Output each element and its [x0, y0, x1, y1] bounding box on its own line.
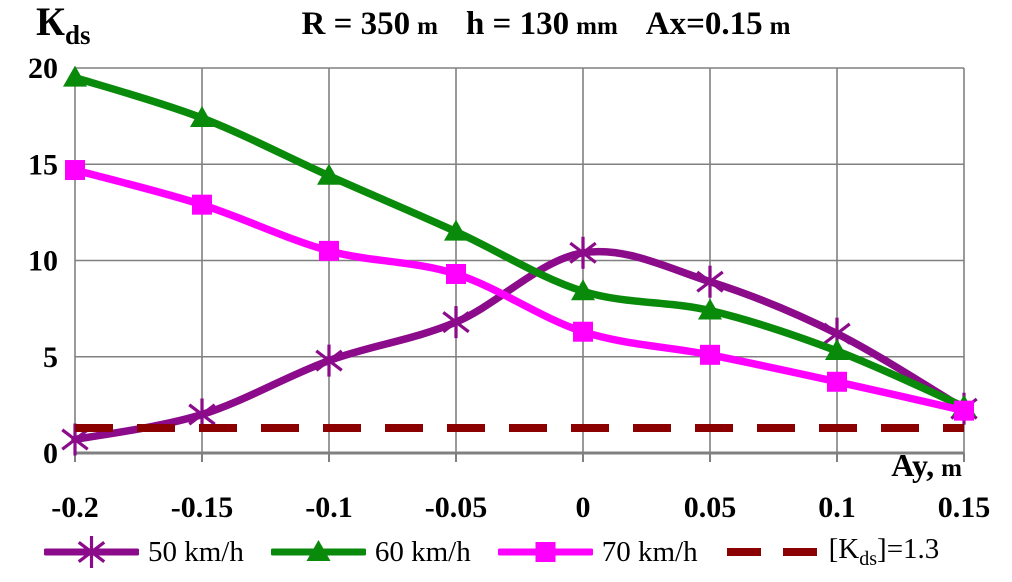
legend-kds-sub: ds: [859, 547, 878, 570]
legend-kds-pre: [K: [828, 533, 860, 566]
y-axis-title-main: К: [36, 0, 66, 44]
legend-dashed-line-icon: [726, 548, 818, 556]
svg-text:-0.2: -0.2: [51, 491, 99, 524]
legend-item-70kmh: 70 km/h: [497, 533, 698, 571]
legend-label-kds-limit: [Kds]=1.3: [829, 533, 940, 571]
title-h-unit: mm: [576, 13, 618, 40]
legend-item-50kmh: 50 km/h: [44, 533, 244, 571]
y-axis-title-sub: ds: [65, 20, 91, 50]
svg-text:0: 0: [576, 491, 591, 524]
legend-line-triangle-icon: [270, 540, 366, 561]
svg-text:0.15: 0.15: [938, 491, 991, 524]
svg-text:0: 0: [43, 437, 58, 470]
legend-label-50kmh: 50 km/h: [148, 535, 244, 568]
svg-text:-0.1: -0.1: [305, 491, 353, 524]
svg-text:10: 10: [28, 245, 58, 278]
x-axis-title-unit: m: [941, 455, 962, 482]
title-r-unit: m: [417, 13, 438, 40]
legend-kds-post: ]=1.3: [877, 533, 940, 566]
y-axis-title: Кds: [36, 2, 91, 49]
legend-line-asterisk-icon: [44, 536, 139, 568]
svg-text:20: 20: [28, 52, 58, 85]
title-h-value: h = 130: [465, 6, 570, 42]
chart-title: R = 350 m h = 130 mm Ax=0.15 m: [110, 6, 982, 42]
svg-text:0.1: 0.1: [818, 491, 856, 524]
title-r-value: R = 350: [301, 6, 411, 42]
title-ax-value: Ax=0.15: [645, 6, 763, 42]
x-axis-title: Ay, m: [891, 449, 962, 481]
title-ax-unit: m: [769, 13, 791, 40]
svg-text:0.05: 0.05: [684, 491, 737, 524]
legend: 50 km/h 60 km/h 70 km/h [Kds]=1.3: [44, 533, 939, 571]
legend-item-kds-limit: [Kds]=1.3: [725, 533, 940, 571]
svg-text:-0.05: -0.05: [425, 491, 488, 524]
svg-text:5: 5: [43, 341, 58, 374]
svg-text:15: 15: [28, 148, 58, 181]
x-axis-title-main: Ay,: [891, 447, 935, 483]
legend-line-square-icon: [497, 542, 593, 562]
legend-item-60kmh: 60 km/h: [270, 533, 471, 571]
legend-label-60kmh: 60 km/h: [374, 535, 471, 568]
svg-text:-0.15: -0.15: [171, 491, 234, 524]
legend-label-70kmh: 70 km/h: [601, 535, 698, 568]
